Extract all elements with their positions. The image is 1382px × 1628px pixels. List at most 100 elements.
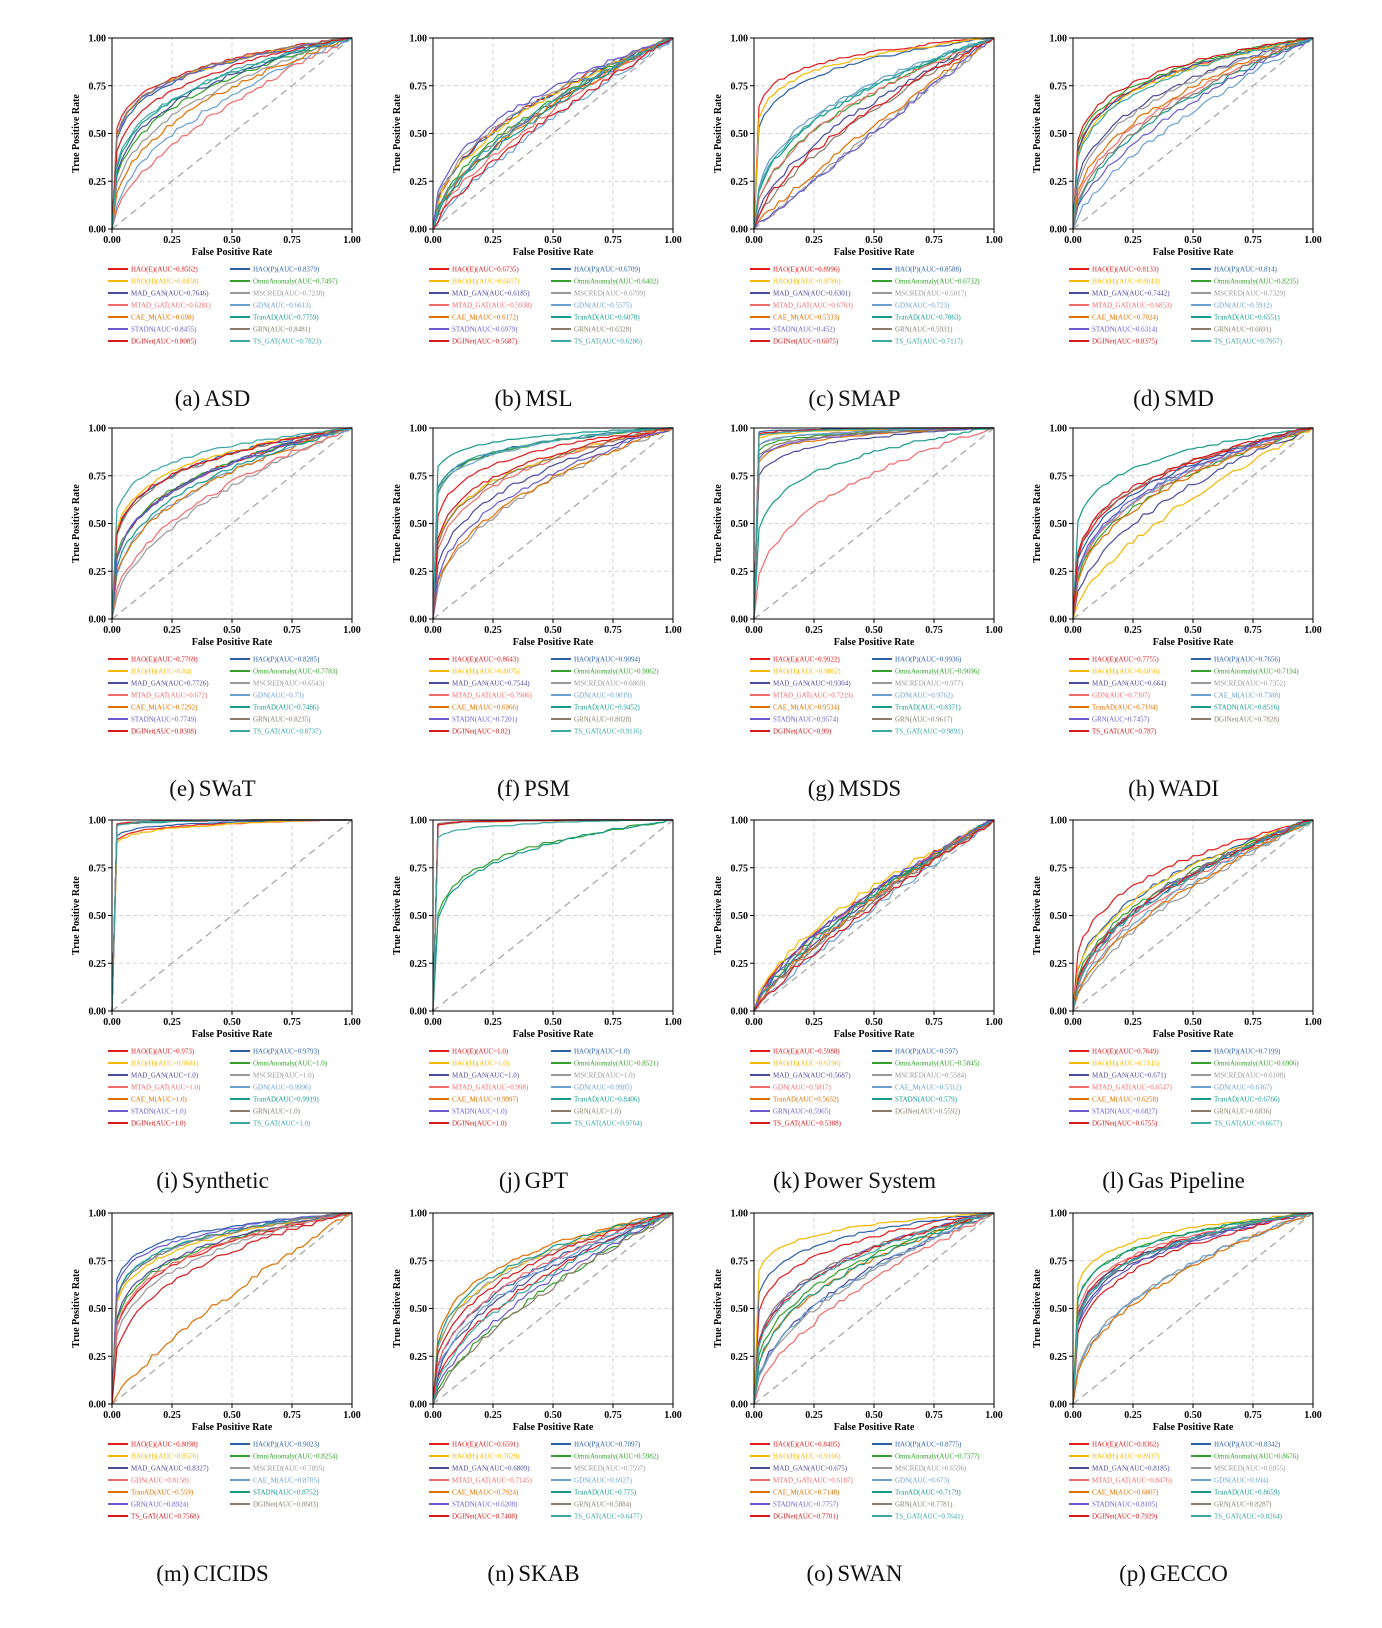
y-tick-label: 0.25 [1050, 1352, 1068, 1363]
y-tick-label: 1.00 [731, 34, 749, 45]
roc-series-line [111, 427, 353, 620]
chance-diagonal [432, 1212, 674, 1405]
legend-entry: HAO(P)(AUC=0.814) [1214, 266, 1278, 274]
legend-entry: TS_GAT(AUC=0.6677) [1214, 1120, 1283, 1128]
caption-label: (c) [808, 386, 834, 411]
y-tick-label: 0.75 [410, 863, 428, 874]
legend-entry: DGINet(AUC=0.7408) [452, 1513, 518, 1521]
x-tick-label: 0.25 [484, 625, 502, 636]
chart-caption: (a) ASD [45, 386, 380, 412]
y-tick-label: 0.25 [731, 959, 749, 970]
legend-entry: STADN(AUC=0.6208) [452, 1501, 518, 1509]
roc-series-line [753, 37, 995, 230]
y-tick-label: 0.25 [731, 567, 749, 578]
legend-entry: TranAD(AUC=0.7486) [253, 704, 319, 712]
roc-series-line [1072, 37, 1314, 230]
legend-entry: GRN(AUC=0.6328) [574, 326, 632, 334]
y-tick-label: 0.25 [1050, 959, 1068, 970]
caption-title: SMAP [837, 386, 901, 411]
x-axis-label: False Positive Rate [1153, 1422, 1234, 1433]
legend-entry: HAO(E)(AUC=1.0) [452, 1048, 509, 1056]
legend-entry: TS_GAT(AUC=0.6477) [574, 1513, 643, 1521]
roc-series-line [753, 427, 995, 620]
chart-caption: (l) Gas Pipeline [1006, 1168, 1341, 1194]
roc-series-line [111, 37, 353, 230]
x-tick-label: 1.00 [985, 1017, 1003, 1028]
x-tick-label: 0.25 [1124, 1410, 1142, 1421]
roc-series-line [753, 37, 995, 230]
legend-entry: GDN(AUC=0.694) [1214, 1477, 1269, 1485]
x-tick-label: 0.25 [805, 625, 823, 636]
legend-entry: HAO(E)(AUC=0.5988) [773, 1048, 840, 1056]
legend-entry: DGINet(AUC=0.5592) [895, 1108, 961, 1116]
legend-entry: HAO(H)(AUC=0.8043) [1092, 278, 1160, 286]
legend-entry: MAD_GAN(AUC=0.8185) [1092, 1465, 1170, 1473]
caption-label: (h) [1128, 776, 1155, 801]
roc-series-line [111, 37, 352, 230]
chart-panel: 0.00 0.00 0.25 0.25 0.50 0.50 0.75 0.75 1.00 1.00… [687, 410, 1022, 815]
y-tick-label: 0.25 [89, 177, 107, 188]
legend-entry: TS_GAT(AUC=0.7568) [131, 1513, 200, 1521]
caption-title: SWaT [198, 776, 256, 801]
legend-entry: DGINet(AUC=0.82) [452, 728, 511, 736]
caption-title: Synthetic [181, 1168, 269, 1193]
roc-series-line [753, 37, 995, 230]
y-tick-label: 0.75 [410, 471, 428, 482]
legend-entry: MSCRED(AUC=0.7238) [253, 290, 325, 298]
y-tick-label: 0.00 [1050, 225, 1068, 236]
y-tick-label: 1.00 [89, 816, 107, 827]
legend-entry: DGINet(AUC=0.8308) [131, 728, 197, 736]
legend-entry: GDN(AUC=0.9996) [253, 1084, 311, 1092]
chart-caption: (b) MSL [366, 386, 701, 412]
x-tick-label: 1.00 [664, 625, 682, 636]
legend-entry: MAD_GAN(AUC=0.7442) [1092, 290, 1170, 298]
legend-entry: TS_GAT(AUC=0.7823) [253, 338, 322, 346]
legend-entry: TranAD(AUC=0.8371) [895, 704, 961, 712]
legend-entry: OmniAnomaly(AUC=0.6402) [574, 278, 659, 286]
legend-entry: STADN(AUC=0.6314) [1092, 326, 1158, 334]
x-tick-label: 0.25 [1124, 1017, 1142, 1028]
roc-series-line [432, 1212, 673, 1405]
y-tick-label: 0.25 [89, 1352, 107, 1363]
legend-entry: STADN(AUC=0.8752) [253, 1489, 319, 1497]
roc-chart: 0.000.00 0.25 0.25 0.50 0.50 0.75 0.75 1.00 1.00… [392, 424, 682, 736]
chart-panel: 0.00 0.00 0.25 0.25 0.50 0.50 0.75 0.75 1.00 1.00… [366, 1195, 701, 1600]
y-tick-label: 0.25 [1050, 177, 1068, 188]
legend-entry: HAO(H)(AUC=0.8576) [131, 1453, 199, 1461]
y-tick-label: 0.00 [410, 1400, 428, 1411]
legend-entry: STADN(AUC=1.0) [131, 1108, 187, 1116]
x-tick-label: 0.75 [925, 1017, 943, 1028]
x-tick-label: 0.00 [1064, 1410, 1082, 1421]
legend-entry: MAD_GAN(AUC=1.0) [452, 1072, 520, 1080]
roc-series-line [1072, 37, 1314, 230]
roc-series-line [1072, 1212, 1314, 1405]
x-axis-label: False Positive Rate [513, 247, 594, 258]
y-tick-label: 0.75 [410, 81, 428, 92]
x-tick-label: 0.25 [163, 625, 181, 636]
x-tick-label: 0.75 [1244, 1410, 1262, 1421]
legend-entry: TS_GAT(AUC=0.7957) [1214, 338, 1283, 346]
roc-chart: 0.000.00 0.25 0.25 0.50 0.50 0.75 0.75 1.00 1.00… [71, 424, 361, 736]
x-tick-label: 0.00 [1064, 235, 1082, 246]
y-axis-label: True Positive Rate [392, 94, 403, 173]
chance-diagonal [1072, 819, 1314, 1012]
legend-entry: MSCRED(AUC=0.7597) [574, 1465, 646, 1473]
y-tick-label: 0.75 [731, 863, 749, 874]
legend-entry: TS_GAT(AUC=0.9764) [574, 1120, 643, 1128]
legend-entry: MSCRED(AUC=0.6799) [574, 290, 646, 298]
chance-diagonal [111, 1212, 353, 1405]
legend-entry: CAE_M(AUC=0.5312) [895, 1084, 962, 1092]
y-tick-label: 1.00 [1050, 424, 1068, 435]
legend-entry: MTAD_GAT(AUC=0.5938) [452, 302, 532, 310]
legend-entry: MAD_GAN(AUC=0.7726) [131, 680, 209, 688]
legend-entry: GRN(AUC=0.5965) [773, 1108, 831, 1116]
y-tick-label: 1.00 [731, 424, 749, 435]
legend-entry: HAO(E)(AUC=0.8562) [131, 266, 198, 274]
legend-entry: STADN(AUC=0.8516) [1214, 704, 1280, 712]
x-tick-label: 1.00 [1304, 235, 1322, 246]
caption-label: (n) [487, 1561, 515, 1586]
y-axis-label: True Positive Rate [1032, 876, 1043, 955]
legend-entry: MSCRED(AUC=0.6543) [253, 680, 325, 688]
chart-panel: 0.00 0.00 0.25 0.25 0.50 0.50 0.75 0.75 1.00 1.00… [45, 1195, 380, 1600]
legend-entry: HAO(P)(AUC=1.0) [574, 1048, 631, 1056]
